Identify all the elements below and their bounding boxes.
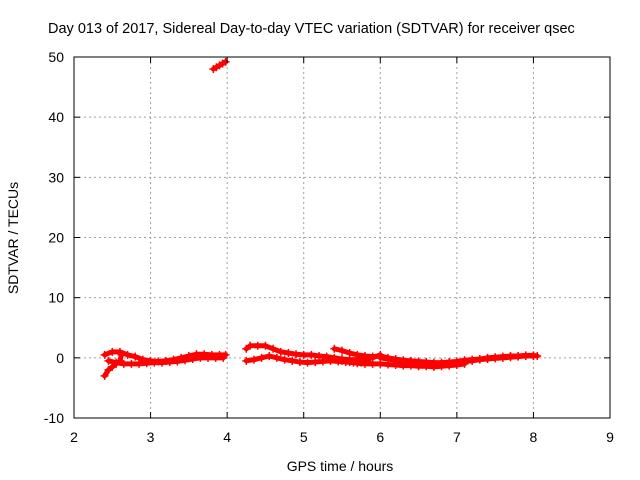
data-point xyxy=(330,344,339,353)
data-point xyxy=(115,347,124,356)
data-point xyxy=(196,353,205,362)
data-point xyxy=(100,371,109,380)
data-point xyxy=(303,358,312,367)
data-point xyxy=(104,356,113,365)
y-tick-label: 40 xyxy=(48,109,64,125)
x-axis-label: GPS time / hours xyxy=(287,458,394,474)
data-point xyxy=(326,356,335,365)
data-point xyxy=(360,352,369,361)
data-point xyxy=(360,359,369,368)
x-tick-label: 8 xyxy=(530,429,538,445)
data-point xyxy=(399,356,408,365)
data-point xyxy=(460,357,469,366)
data-point xyxy=(429,359,438,368)
data-point xyxy=(406,357,415,366)
data-point xyxy=(280,355,289,364)
data-point xyxy=(338,356,346,365)
y-tick-label: 30 xyxy=(48,169,64,185)
x-tick-label: 3 xyxy=(147,429,155,445)
data-point xyxy=(142,359,151,368)
data-point xyxy=(338,346,346,355)
data-point xyxy=(257,353,266,362)
data-point xyxy=(506,353,515,362)
y-axis-label: SDTVAR / TECUs xyxy=(5,182,21,294)
data-point xyxy=(437,359,446,368)
data-point xyxy=(123,350,132,359)
x-tick-label: 5 xyxy=(300,429,308,445)
data-point xyxy=(249,355,258,364)
data-point xyxy=(119,359,128,368)
data-point xyxy=(188,355,197,364)
data-point xyxy=(108,347,117,356)
data-point xyxy=(376,353,385,362)
y-tick-label: 50 xyxy=(48,49,64,65)
data-point xyxy=(269,344,278,353)
data-points xyxy=(100,57,542,380)
data-point xyxy=(422,359,431,368)
data-point xyxy=(173,357,182,366)
data-point xyxy=(521,352,530,361)
data-point xyxy=(475,355,484,364)
data-point xyxy=(265,352,274,361)
data-point xyxy=(295,358,304,367)
data-point xyxy=(288,356,297,365)
y-tick-label: 10 xyxy=(48,290,64,306)
data-point xyxy=(112,358,121,367)
data-point xyxy=(242,356,251,365)
y-tick-label: 0 xyxy=(56,350,64,366)
data-point xyxy=(318,357,327,366)
x-tick-label: 4 xyxy=(223,429,231,445)
data-point xyxy=(368,359,377,368)
data-point xyxy=(135,359,144,368)
y-tick-label: 20 xyxy=(48,230,64,246)
data-point xyxy=(158,358,167,367)
data-point xyxy=(311,358,320,367)
data-point xyxy=(383,355,392,364)
x-tick-label: 2 xyxy=(70,429,78,445)
data-point xyxy=(498,353,507,362)
data-point xyxy=(246,341,255,350)
data-point xyxy=(353,350,362,359)
data-point xyxy=(261,341,270,350)
data-point xyxy=(345,358,354,367)
x-tick-label: 9 xyxy=(606,429,614,445)
x-tick-label: 6 xyxy=(376,429,384,445)
data-point xyxy=(131,352,140,361)
data-point xyxy=(165,358,174,367)
data-point xyxy=(284,349,293,358)
data-point xyxy=(276,347,285,356)
data-point xyxy=(491,354,500,363)
data-point xyxy=(529,352,538,361)
data-point xyxy=(307,350,316,359)
data-point xyxy=(315,352,324,361)
chart-title: Day 013 of 2017, Sidereal Day-to-day VTE… xyxy=(48,21,575,37)
data-point xyxy=(414,358,423,367)
data-point xyxy=(150,358,159,367)
y-tick-label: -10 xyxy=(44,410,64,426)
x-tick-label: 7 xyxy=(453,429,461,445)
data-point xyxy=(181,356,190,365)
data-point xyxy=(483,355,492,364)
data-point xyxy=(253,341,262,350)
data-point xyxy=(221,57,230,66)
data-point xyxy=(204,353,212,362)
data-point xyxy=(100,350,109,359)
data-point xyxy=(468,356,477,365)
data-point xyxy=(353,359,362,368)
data-point xyxy=(514,352,523,361)
data-point xyxy=(127,359,136,368)
data-point xyxy=(272,353,281,362)
data-point xyxy=(368,352,377,361)
data-point xyxy=(452,358,461,367)
data-point xyxy=(292,350,301,359)
data-point xyxy=(445,359,454,368)
data-point xyxy=(391,356,400,365)
data-point xyxy=(211,353,220,362)
axis-ticks: 2 3 4 5 6 7 8 9 -10 0 10 20 30 40 50 xyxy=(44,49,614,445)
data-point xyxy=(219,353,228,362)
data-point xyxy=(345,349,354,358)
data-point xyxy=(299,350,308,359)
